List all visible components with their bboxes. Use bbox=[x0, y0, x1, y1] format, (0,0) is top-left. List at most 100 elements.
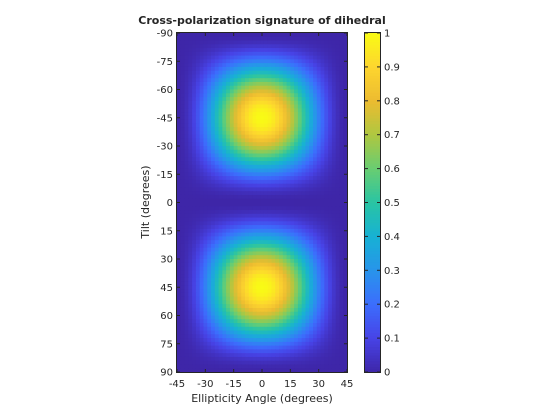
heatmap-cell bbox=[226, 134, 231, 140]
heatmap-cell bbox=[237, 292, 242, 298]
heatmap-cell bbox=[339, 134, 344, 140]
heatmap-cell bbox=[177, 210, 182, 215]
heatmap-cell bbox=[256, 194, 261, 200]
heatmap-cell bbox=[282, 89, 288, 94]
heatmap-cell bbox=[233, 236, 239, 241]
heatmap-cell bbox=[248, 349, 254, 354]
heatmap-cell bbox=[313, 187, 318, 192]
heatmap-cell bbox=[271, 206, 276, 211]
heatmap-cell bbox=[267, 202, 273, 207]
heatmap-cell bbox=[279, 255, 284, 260]
heatmap-cell bbox=[188, 191, 193, 196]
heatmap-cell bbox=[252, 161, 257, 166]
heatmap-cell bbox=[177, 364, 182, 369]
heatmap-cell bbox=[279, 315, 284, 320]
colorbar-swatch bbox=[365, 143, 380, 147]
heatmap-cell bbox=[248, 70, 254, 76]
heatmap-cell bbox=[282, 127, 288, 132]
heatmap-cell bbox=[188, 360, 193, 366]
heatmap-cell bbox=[218, 138, 223, 143]
heatmap-cell bbox=[271, 210, 276, 215]
heatmap-cell bbox=[282, 356, 288, 362]
heatmap-cell bbox=[313, 168, 318, 173]
heatmap-cell bbox=[214, 108, 220, 113]
heatmap-cell bbox=[313, 134, 318, 140]
heatmap-cell bbox=[248, 277, 254, 283]
heatmap-cell bbox=[248, 266, 254, 271]
heatmap-cell bbox=[279, 149, 284, 155]
heatmap-cell bbox=[324, 206, 329, 211]
heatmap-cell bbox=[297, 364, 303, 369]
heatmap-cell bbox=[188, 266, 193, 271]
heatmap-cell bbox=[271, 183, 276, 189]
heatmap-cell bbox=[188, 74, 193, 79]
heatmap-cell bbox=[241, 55, 246, 60]
colorbar-swatch bbox=[365, 64, 380, 68]
heatmap-cell bbox=[263, 93, 269, 98]
colorbar-swatch bbox=[365, 329, 380, 334]
heatmap-cell bbox=[290, 300, 295, 305]
heatmap-cell bbox=[309, 349, 314, 354]
heatmap-cell bbox=[218, 364, 223, 369]
heatmap-cell bbox=[324, 115, 329, 121]
heatmap-cell bbox=[275, 341, 280, 347]
heatmap-cell bbox=[195, 164, 201, 170]
heatmap-cell bbox=[279, 36, 284, 42]
heatmap-cell bbox=[275, 240, 280, 245]
heatmap-cell bbox=[214, 289, 220, 294]
heatmap-cell bbox=[222, 59, 227, 64]
heatmap-cell bbox=[339, 149, 344, 155]
y-tick-label: -15 bbox=[157, 170, 173, 181]
heatmap-cell bbox=[305, 51, 310, 57]
heatmap-cell bbox=[184, 228, 189, 234]
heatmap-cell bbox=[267, 33, 273, 38]
heatmap-cell bbox=[203, 93, 208, 98]
heatmap-cell bbox=[256, 236, 261, 241]
heatmap-cell bbox=[226, 319, 231, 324]
heatmap-cell bbox=[180, 213, 186, 219]
heatmap-cell bbox=[233, 323, 239, 328]
heatmap-cell bbox=[301, 225, 307, 230]
heatmap-cell bbox=[207, 296, 212, 302]
heatmap-cell bbox=[286, 292, 291, 298]
heatmap-cell bbox=[263, 97, 269, 102]
heatmap-cell bbox=[222, 142, 227, 147]
heatmap-cell bbox=[211, 134, 216, 140]
heatmap-cell bbox=[199, 127, 205, 132]
heatmap-cell bbox=[328, 179, 333, 185]
heatmap-cell bbox=[218, 300, 223, 305]
heatmap-cell bbox=[203, 281, 208, 286]
heatmap-cell bbox=[241, 213, 246, 219]
heatmap-cell bbox=[335, 270, 341, 275]
heatmap-cell bbox=[313, 353, 318, 358]
heatmap-cell bbox=[328, 345, 333, 350]
heatmap-cell bbox=[248, 255, 254, 260]
heatmap-cell bbox=[309, 55, 314, 60]
heatmap-cell bbox=[195, 142, 201, 147]
heatmap-cell bbox=[192, 243, 197, 249]
heatmap-cell bbox=[207, 326, 212, 332]
heatmap-cell bbox=[263, 149, 269, 155]
heatmap-cell bbox=[297, 85, 303, 91]
heatmap-cell bbox=[320, 236, 325, 241]
heatmap-cell bbox=[260, 274, 265, 279]
heatmap-cell bbox=[260, 59, 265, 64]
heatmap-cell bbox=[275, 281, 280, 286]
heatmap-cell bbox=[184, 123, 189, 128]
heatmap-cell bbox=[222, 40, 227, 45]
colorbar-swatch bbox=[365, 267, 380, 271]
heatmap-cell bbox=[252, 168, 257, 173]
heatmap-cell bbox=[203, 206, 208, 211]
heatmap-cell bbox=[226, 51, 231, 57]
heatmap-cell bbox=[290, 262, 295, 268]
heatmap-cell bbox=[245, 40, 250, 45]
heatmap-cell bbox=[324, 108, 329, 113]
heatmap-cell bbox=[286, 33, 291, 38]
heatmap-cell bbox=[260, 210, 265, 215]
heatmap-cell bbox=[286, 93, 291, 98]
heatmap-cell bbox=[180, 311, 186, 317]
heatmap-cell bbox=[233, 112, 239, 117]
heatmap-cell bbox=[335, 48, 341, 53]
heatmap-cell bbox=[294, 187, 299, 192]
colorbar-swatch bbox=[365, 236, 380, 240]
